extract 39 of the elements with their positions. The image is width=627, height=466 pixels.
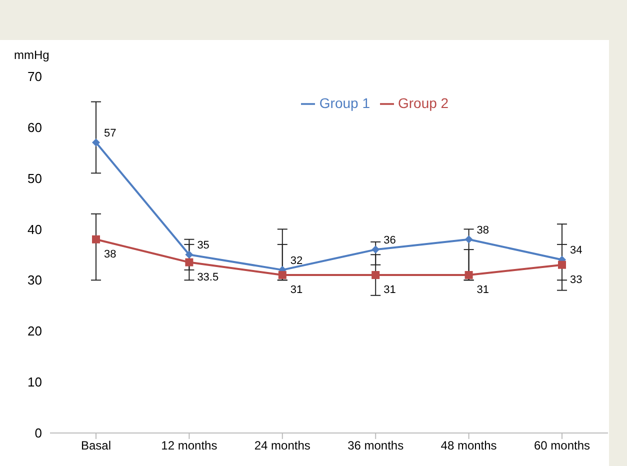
data-label: 31	[476, 284, 490, 296]
point	[464, 235, 473, 244]
x-tick-label: 36 months	[348, 438, 404, 453]
y-axis-title: mmHg	[14, 48, 50, 62]
data-label: 33	[570, 274, 582, 286]
data-label: 38	[104, 248, 116, 260]
x-tick-label: 60 months	[534, 438, 590, 453]
data-label: 36	[384, 234, 396, 247]
data-label: 31	[384, 284, 396, 296]
legend-label: Group 2	[398, 95, 449, 111]
data-label: 32	[290, 254, 303, 267]
y-tick-label: 30	[28, 272, 42, 288]
y-tick-label: 40	[28, 222, 42, 237]
point	[464, 271, 473, 280]
data-label: 31	[290, 284, 303, 296]
point	[185, 258, 194, 266]
point	[92, 235, 100, 244]
y-tick-label: 60	[28, 120, 42, 135]
y-tick-label: 10	[28, 374, 42, 390]
y-tick-label: 70	[28, 68, 42, 84]
point	[185, 250, 194, 259]
x-tick-label: 24 months	[254, 438, 310, 453]
point	[92, 138, 100, 147]
x-tick-label: Basal	[80, 438, 112, 453]
x-tick-label: 12 months	[161, 438, 218, 453]
y-tick-label: 50	[28, 170, 42, 186]
data-label: 34	[570, 244, 582, 257]
point	[558, 260, 566, 269]
y-tick-label: 0	[34, 426, 42, 441]
y-tick-label: 20	[28, 324, 42, 339]
data-label: 57	[104, 128, 116, 140]
legend-label: Group 1	[319, 95, 370, 111]
data-label: 35	[197, 240, 210, 252]
point	[372, 246, 380, 254]
point	[278, 271, 286, 280]
point	[372, 271, 380, 280]
data-label: 38	[476, 224, 490, 236]
x-tick-label: 48 months	[440, 438, 497, 453]
data-label: 33.5	[197, 271, 219, 284]
